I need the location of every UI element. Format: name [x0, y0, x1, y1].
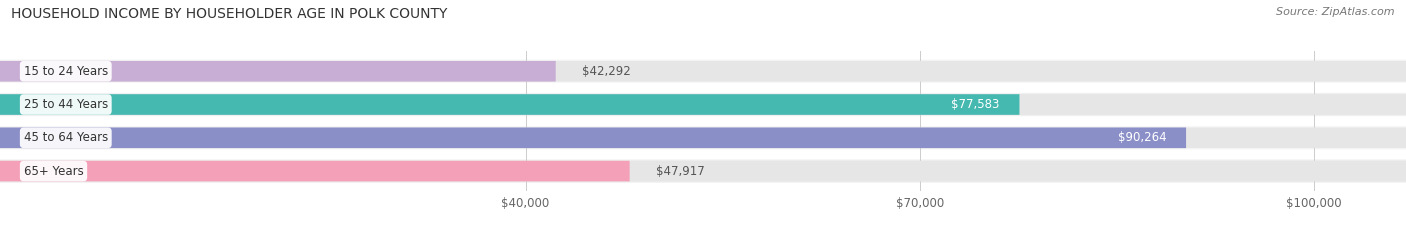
- FancyBboxPatch shape: [0, 94, 1019, 115]
- FancyBboxPatch shape: [0, 94, 1406, 115]
- Text: $42,292: $42,292: [582, 65, 631, 78]
- FancyBboxPatch shape: [0, 126, 1406, 149]
- Text: $77,583: $77,583: [952, 98, 1000, 111]
- Text: $90,264: $90,264: [1118, 131, 1167, 144]
- FancyBboxPatch shape: [0, 127, 1406, 148]
- Text: 15 to 24 Years: 15 to 24 Years: [24, 65, 108, 78]
- Text: 25 to 44 Years: 25 to 44 Years: [24, 98, 108, 111]
- FancyBboxPatch shape: [0, 127, 1187, 148]
- Text: Source: ZipAtlas.com: Source: ZipAtlas.com: [1277, 7, 1395, 17]
- FancyBboxPatch shape: [0, 161, 630, 182]
- FancyBboxPatch shape: [0, 93, 1406, 116]
- FancyBboxPatch shape: [0, 159, 1406, 183]
- FancyBboxPatch shape: [0, 61, 555, 82]
- Text: HOUSEHOLD INCOME BY HOUSEHOLDER AGE IN POLK COUNTY: HOUSEHOLD INCOME BY HOUSEHOLDER AGE IN P…: [11, 7, 447, 21]
- FancyBboxPatch shape: [0, 60, 1406, 83]
- Text: $47,917: $47,917: [657, 164, 704, 178]
- FancyBboxPatch shape: [0, 61, 1406, 82]
- FancyBboxPatch shape: [0, 161, 1406, 182]
- Text: 65+ Years: 65+ Years: [24, 164, 83, 178]
- Text: 45 to 64 Years: 45 to 64 Years: [24, 131, 108, 144]
